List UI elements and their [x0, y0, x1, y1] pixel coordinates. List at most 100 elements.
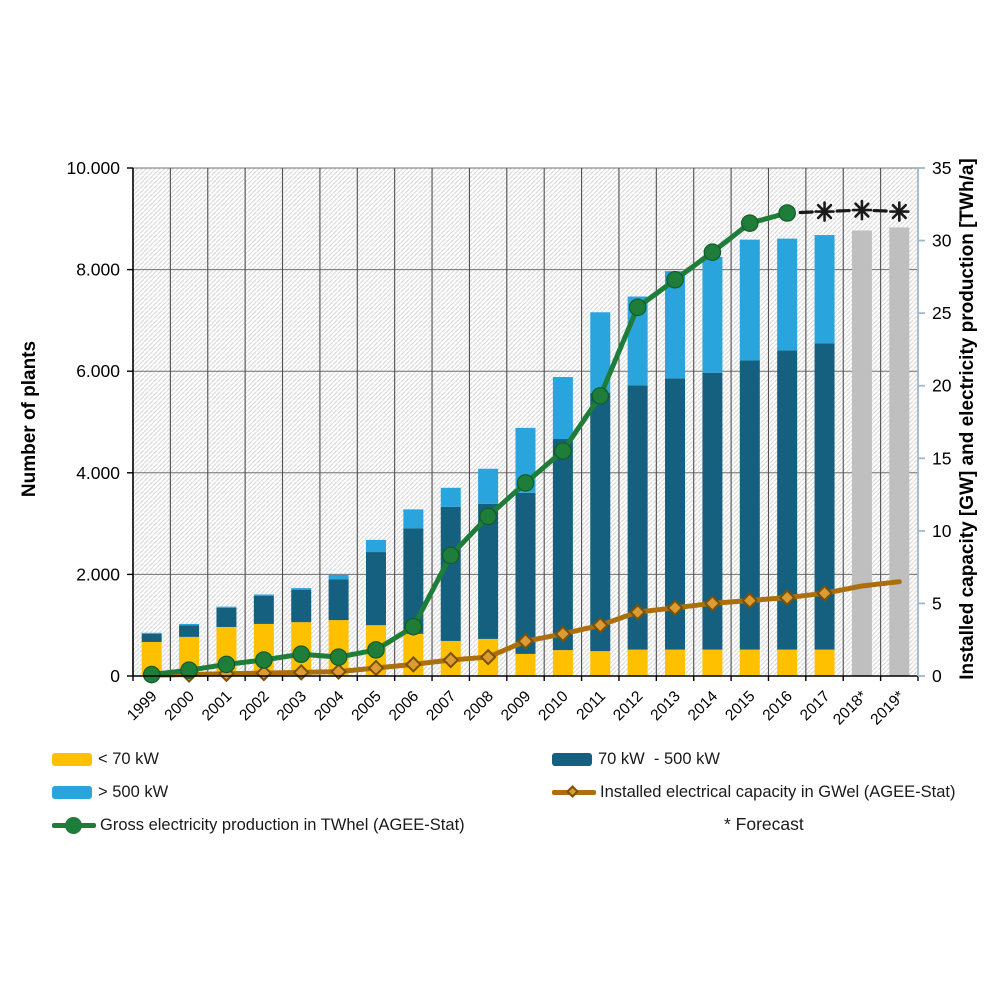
production-forecast-line: [785, 199, 910, 222]
diamond-marker: [816, 584, 833, 602]
bar-segment: [365, 552, 386, 626]
bar-segment: [440, 506, 461, 641]
bar-segment: [777, 238, 798, 351]
bar-segment: [739, 239, 760, 361]
bar-segment: [739, 360, 760, 650]
year-label: 2009: [498, 688, 534, 724]
plot-area: 0 2.000 4.000 6.000 8.000 10.000 0 5 10 15 20 25 30 3…: [66, 158, 952, 729]
year-label: 2012: [610, 688, 646, 724]
circle-marker: [591, 387, 610, 405]
year-label: 2008: [461, 688, 497, 724]
right-tick-label: 5: [932, 593, 942, 613]
year-label: 2007: [423, 688, 459, 724]
bar-segment: [739, 649, 760, 676]
forecast-bar: [851, 230, 872, 676]
asterisk-marker: [891, 203, 907, 220]
circle-marker: [703, 243, 722, 261]
legend-label: Gross electricity production in TWhel (A…: [100, 815, 465, 834]
bar-segment: [291, 588, 312, 590]
bar-segment: [328, 574, 349, 580]
bar-segment: [216, 607, 237, 627]
circle-marker: [554, 442, 572, 460]
diamond-marker: [517, 632, 534, 650]
production-line: [142, 204, 796, 684]
bar-segment: [552, 377, 573, 440]
circle-marker: [666, 270, 684, 289]
yellow-swatch: [52, 752, 92, 766]
circle-marker: [778, 204, 796, 222]
diamond-marker: [404, 655, 422, 673]
year-label: 2001: [199, 688, 235, 724]
bar-segment: [590, 312, 611, 394]
bar-segment: [702, 649, 723, 676]
circle-marker: [479, 507, 497, 526]
bar-segment: [777, 350, 798, 650]
bar-segment: [478, 503, 499, 639]
bar-segment: [777, 649, 798, 676]
axes: [127, 167, 925, 681]
legend-label: Installed electrical capacity in GWel (A…: [600, 782, 956, 801]
year-label: 2013: [647, 688, 683, 724]
circle-marker: [292, 645, 311, 664]
bar-segment: [365, 539, 386, 553]
bar-segment: [814, 343, 835, 650]
year-label: 2018*: [830, 688, 871, 729]
bar-segment: [627, 649, 648, 676]
circle-marker: [329, 648, 348, 666]
right-tick-label: 35: [932, 158, 951, 178]
right-tick-label: 0: [932, 666, 942, 686]
legend-item-70-500kw: 70 kW - 500 kW: [552, 748, 992, 770]
bar-segment: [627, 385, 648, 650]
forecast-note: * Forecast: [724, 814, 804, 834]
legend-label: > 500 kW: [98, 782, 169, 801]
circle-marker: [441, 546, 460, 565]
diamond-marker: [741, 592, 759, 609]
left-axis-title: Number of plants: [19, 340, 40, 498]
bar-segment: [590, 393, 611, 652]
bar-segment: [702, 372, 723, 650]
green-line-circle-icon: [52, 816, 96, 834]
right-tick-label: 10: [932, 521, 952, 541]
bar-segment: [141, 633, 162, 642]
circle-marker: [628, 298, 647, 317]
right-tick-label: 30: [932, 231, 952, 251]
circle-marker: [255, 651, 273, 669]
bar-segment: [403, 509, 424, 529]
year-label: 2005: [348, 688, 384, 724]
diamond-marker: [330, 663, 348, 681]
left-tick-label: 8.000: [76, 260, 120, 280]
asterisk-marker: [854, 202, 870, 218]
left-tick-label: 4.000: [76, 463, 120, 483]
darkblue-swatch: [552, 752, 592, 766]
year-label: 2006: [386, 688, 422, 724]
diamond-marker: [629, 603, 647, 621]
year-label: 2014: [685, 688, 722, 725]
right-tick-label: 20: [932, 376, 952, 396]
vertical-gridlines: [169, 168, 882, 676]
bar-segment: [179, 625, 200, 637]
diamond-marker: [591, 616, 609, 634]
year-label: 2004: [311, 688, 348, 725]
bar-segment: [328, 579, 349, 621]
diamond-marker: [666, 599, 684, 617]
diamond-marker: [479, 648, 497, 666]
bar-segment: [552, 650, 573, 676]
bar-segment: [478, 468, 499, 504]
left-tick-label: 0: [110, 666, 120, 686]
bar-segment: [515, 653, 536, 676]
left-tick-label: 6.000: [76, 361, 120, 381]
year-label: 2015: [722, 688, 758, 724]
left-tick-label: 10.000: [66, 158, 120, 178]
right-tick-label: 15: [932, 448, 951, 468]
circle-marker: [404, 617, 423, 636]
circle-marker: [516, 474, 535, 492]
circle-marker: [367, 641, 385, 659]
bar-segment: [552, 439, 573, 651]
legend-label: 70 kW - 500 kW: [598, 749, 720, 768]
year-label: 2011: [573, 688, 609, 724]
bar-segment: [814, 235, 835, 344]
right-tick-label: 25: [932, 303, 951, 323]
year-label: 2002: [236, 688, 272, 724]
year-label: 2010: [535, 688, 572, 725]
